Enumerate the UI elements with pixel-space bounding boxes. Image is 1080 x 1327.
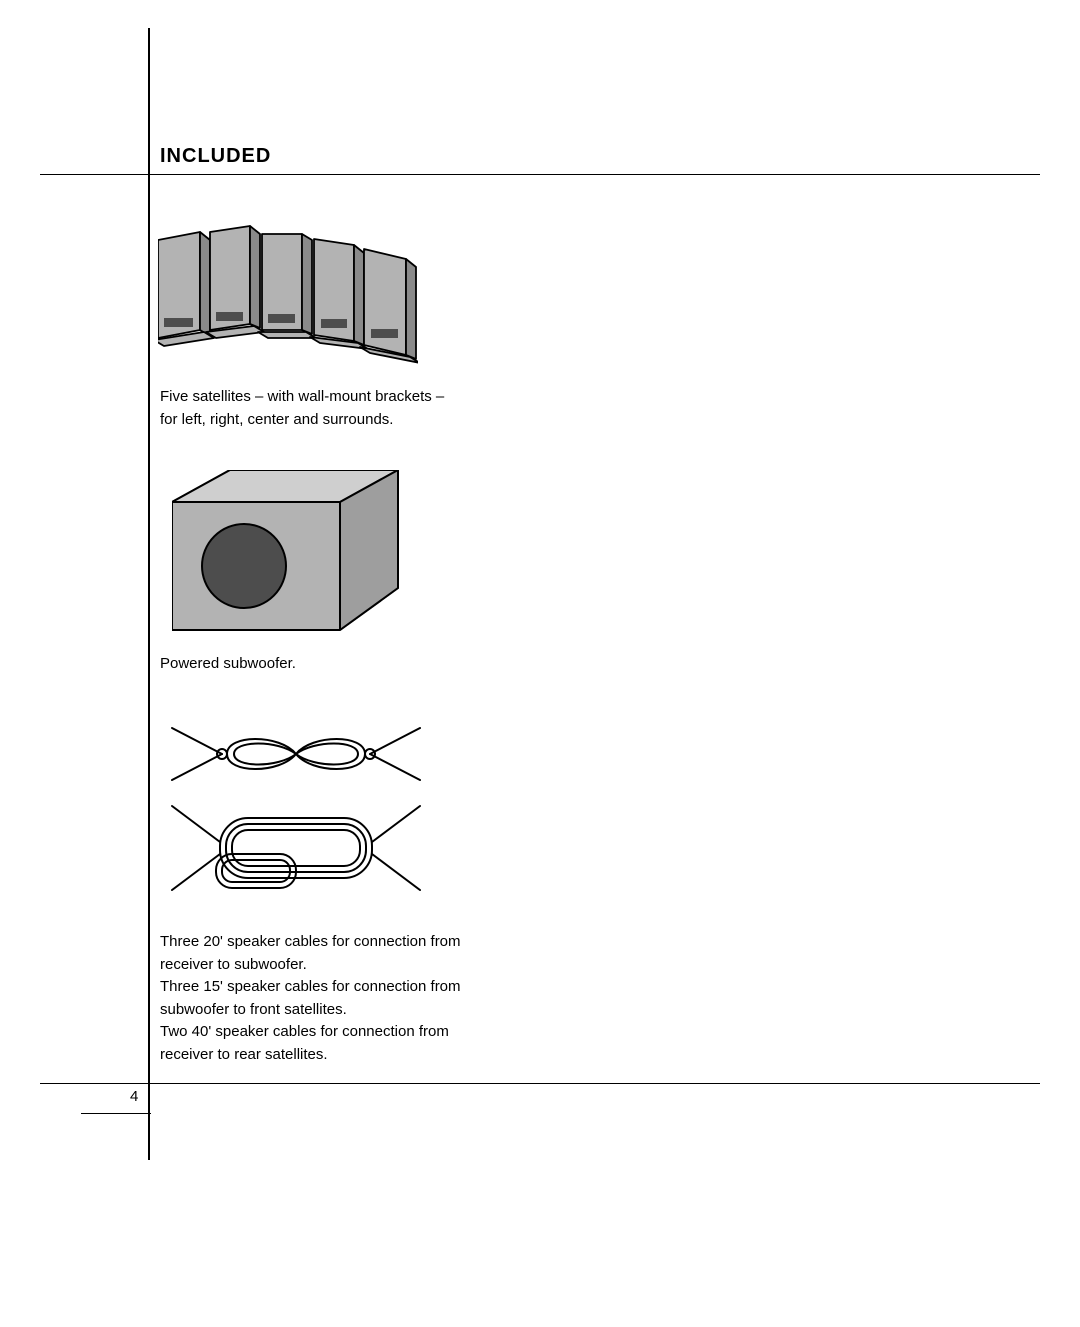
vertical-rule-bottom xyxy=(148,1084,150,1160)
page-number: 4 xyxy=(130,1088,138,1105)
cables-illustration xyxy=(162,720,432,915)
cables-caption-3: Two 40' speaker cables for connection fr… xyxy=(160,1020,480,1067)
cables-caption-2: Three 15' speaker cables for connection … xyxy=(160,975,480,1022)
section-title: INCLUDED xyxy=(160,145,271,168)
footer-tick-rule xyxy=(81,1113,151,1114)
horizontal-rule-header xyxy=(40,174,1040,175)
cables-caption-1: Three 20' speaker cables for connection … xyxy=(160,930,480,977)
subwoofer-illustration xyxy=(172,470,402,640)
subwoofer-caption: Powered subwoofer. xyxy=(160,652,460,675)
horizontal-rule-footer xyxy=(40,1083,1040,1084)
satellites-illustration xyxy=(158,210,418,375)
manual-page: INCLUDED 4 xyxy=(0,0,1080,1327)
vertical-rule-main xyxy=(148,28,150,1083)
satellites-caption: Five satellites – with wall-mount bracke… xyxy=(160,385,460,432)
